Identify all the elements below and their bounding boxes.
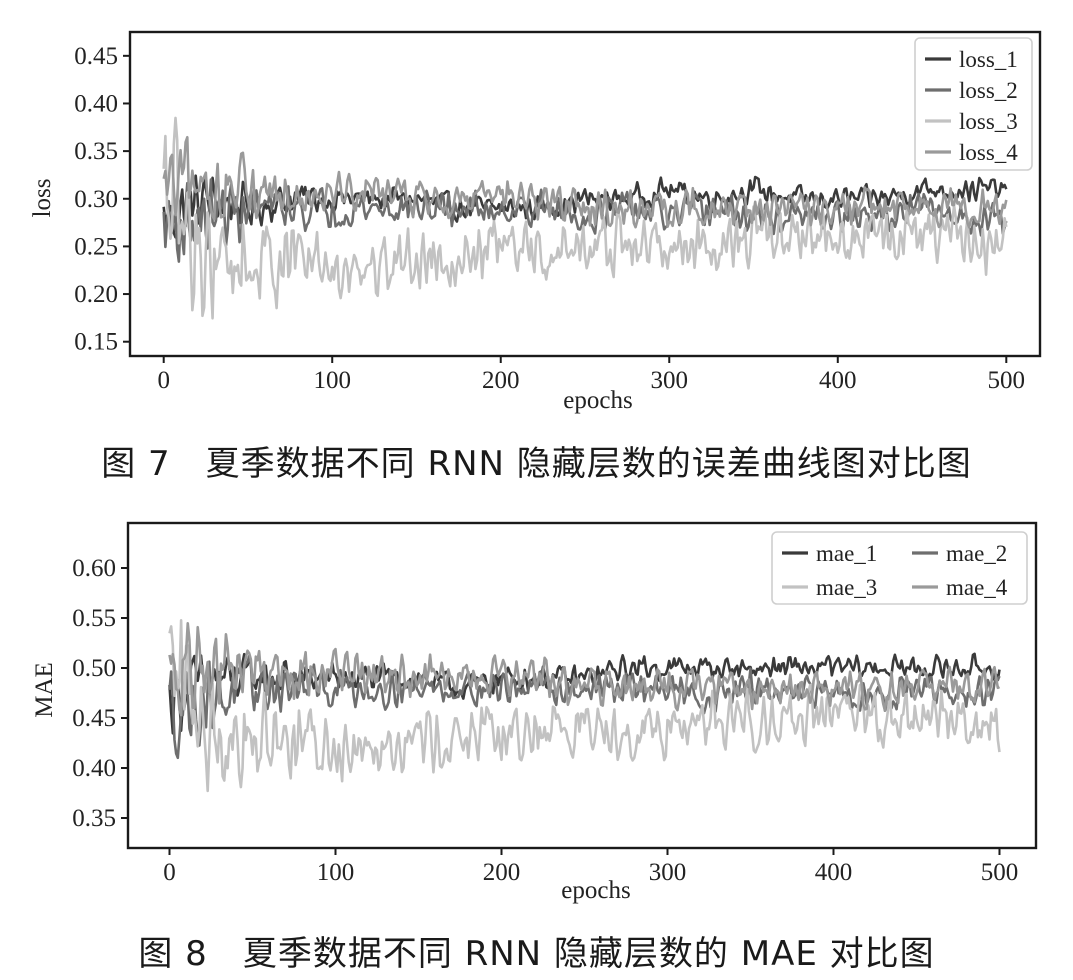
legend-label-mae-2: mae_2 xyxy=(946,541,1007,566)
x-tick-label: 200 xyxy=(483,859,521,886)
x-tick-label: 100 xyxy=(317,859,355,886)
series-lines xyxy=(162,116,1008,320)
legend-label-loss-1: loss_1 xyxy=(959,47,1018,72)
y-tick-label: 0.40 xyxy=(74,90,118,117)
x-tick-label: 0 xyxy=(157,367,170,394)
series-line-loss-3 xyxy=(162,116,1008,320)
legend-label-loss-4: loss_4 xyxy=(959,140,1018,165)
x-tick-label: 500 xyxy=(981,859,1019,886)
x-tick-label: 400 xyxy=(815,859,853,886)
series-line-loss-2 xyxy=(162,178,1008,263)
y-tick-label: 0.45 xyxy=(72,705,116,732)
series-line-loss-1 xyxy=(162,174,1008,239)
y-tick-label: 0.25 xyxy=(74,233,118,260)
y-tick-label: 0.40 xyxy=(72,755,116,782)
y-tick-label: 0.15 xyxy=(74,329,118,356)
y-tick-label: 0.55 xyxy=(72,605,116,632)
chart-2: 0 100 200 300 400 500 0.35 0.40 0.45 0.50 0.55 0.60… xyxy=(31,521,1038,904)
series-lines xyxy=(168,619,1001,793)
legend-label-mae-3: mae_3 xyxy=(816,575,877,600)
legend: loss_1 loss_2 loss_3 loss_4 xyxy=(914,37,1033,171)
x-tick-label: 300 xyxy=(649,859,687,886)
x-axis-title: epochs xyxy=(561,877,630,904)
legend-label-loss-3: loss_3 xyxy=(959,109,1018,134)
y-axis-title: MAE xyxy=(31,662,58,718)
y-tick-label: 0.60 xyxy=(72,555,116,582)
legend-label-mae-4: mae_4 xyxy=(946,575,1008,600)
y-tick-label: 0.20 xyxy=(74,281,118,308)
x-tick-label: 300 xyxy=(651,367,689,394)
y-tick-label: 0.35 xyxy=(74,138,118,165)
y-tick-label: 0.45 xyxy=(74,43,118,70)
series-line-loss-4 xyxy=(162,135,1008,229)
legend-label-loss-2: loss_2 xyxy=(959,78,1018,103)
x-axis-title: epochs xyxy=(563,387,632,414)
y-tick-label: 0.35 xyxy=(72,805,116,832)
legend-box xyxy=(771,531,1028,605)
x-tick-label: 0 xyxy=(163,859,176,886)
plot-frame xyxy=(126,521,1038,850)
series-line-mae-4 xyxy=(168,621,1001,717)
figure-7-caption: 图 7 夏季数据不同 RNN 隐藏层数的误差曲线图对比图 xyxy=(101,444,972,484)
x-tick-label: 200 xyxy=(482,367,520,394)
y-axis-title: loss xyxy=(29,179,56,218)
legend-label-mae-1: mae_1 xyxy=(816,541,877,566)
legend: mae_1 mae_2 mae_3 mae_4 xyxy=(771,531,1028,605)
figure-8-caption: 图 8 夏季数据不同 RNN 隐藏层数的 MAE 对比图 xyxy=(138,934,935,974)
series-line-mae-3 xyxy=(168,619,1001,793)
x-tick-label: 100 xyxy=(313,367,351,394)
chart-1: 0 100 200 300 400 500 0.15 0.20 0.25 0.30 0.35 0.40… xyxy=(29,30,1042,414)
y-tick-label: 0.50 xyxy=(72,655,116,682)
x-tick-label: 400 xyxy=(819,367,857,394)
y-tick-label: 0.30 xyxy=(74,186,118,213)
legend-box xyxy=(914,37,1033,171)
plot-frame xyxy=(128,30,1042,358)
x-tick-label: 500 xyxy=(988,367,1026,394)
